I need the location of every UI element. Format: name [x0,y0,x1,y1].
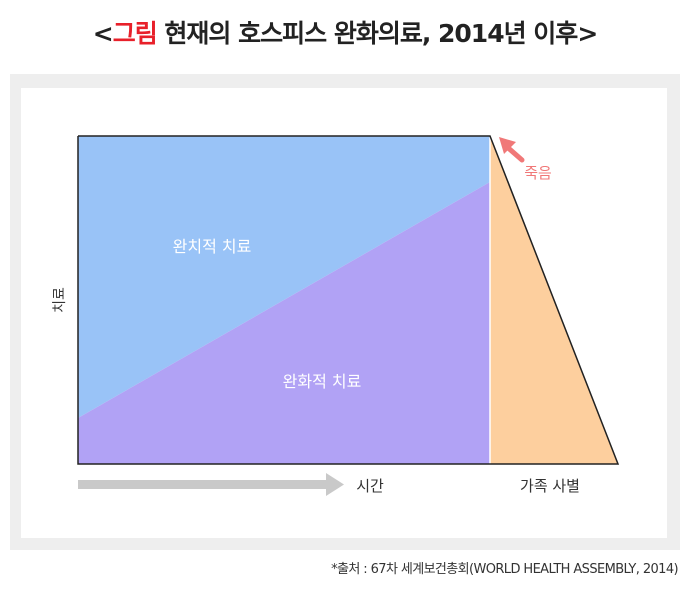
diagram-outline [77,135,620,465]
source-note: *출처 : 67차 세계보건총회(WORLD HEALTH ASSEMBLY, … [331,562,678,577]
bereavement-label: 가족 사별 [520,477,580,495]
time-arrow-shaft [78,480,328,489]
palliative-care-label: 완화적 치료 [283,372,362,391]
palliative-area [78,182,490,464]
title-open-bracket: < [92,19,114,48]
title-accent: 그림 [112,19,158,48]
time-label: 시간 [356,477,384,495]
curative-area [78,136,490,418]
death-arrow-head [499,137,516,154]
figure-title: <그림 현재의 호스피스 완화의료, 2014년 이후> [0,14,690,50]
death-label: 죽음 [524,164,552,182]
title-close-bracket: > [577,19,598,48]
y-axis-label: 치료 [52,287,68,313]
time-arrow-head [326,473,344,496]
title-main: 현재의 호스피스 완화의료, 2014년 이후 [156,19,578,48]
curative-care-label: 완치적 치료 [173,237,252,256]
